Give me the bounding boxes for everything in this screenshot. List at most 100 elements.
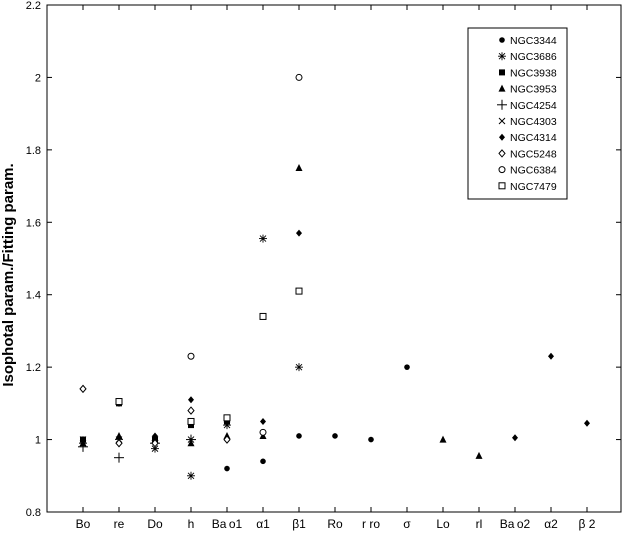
data-point <box>187 471 195 480</box>
plot-frame <box>46 4 622 513</box>
data-point <box>187 406 195 415</box>
x-tick-label: α1 <box>256 517 270 531</box>
series-ngc4314 <box>80 229 590 444</box>
x-tick-label: Lo <box>436 517 450 531</box>
legend-marker <box>499 133 505 141</box>
marker-shape <box>188 396 194 404</box>
marker-shape <box>152 432 158 440</box>
marker-shape <box>223 435 231 444</box>
legend: NGC3344 NGC3686 NGC3938 NGC3953 NGC4254 NGC43… <box>467 27 568 200</box>
marker-shape <box>498 117 506 125</box>
x-tick-label: r ro <box>362 517 380 531</box>
data-point <box>548 352 554 360</box>
legend-label: NGC3686 <box>510 51 557 63</box>
marker-shape <box>187 436 195 443</box>
marker-shape <box>498 52 506 60</box>
marker-shape <box>223 414 231 422</box>
series-ngc6384 <box>187 73 303 436</box>
marker-shape <box>404 364 410 370</box>
legend-box <box>467 27 568 200</box>
data-point <box>79 384 87 394</box>
legend-item: NGC4254 <box>497 99 557 112</box>
legend-item: NGC3344 <box>499 35 557 47</box>
marker-shape <box>259 235 267 242</box>
marker-shape <box>512 434 518 442</box>
marker-shape <box>296 433 302 439</box>
data-marks <box>78 73 590 480</box>
marker-shape <box>260 417 266 425</box>
marker-shape <box>499 37 505 43</box>
y-tick-label: 0.8 <box>26 507 41 519</box>
marker-shape <box>187 472 195 480</box>
x-tick-label: Ba o2 <box>500 517 531 531</box>
legend-marker <box>498 182 506 190</box>
x-tick-label: Do <box>147 517 163 531</box>
marker-shape <box>498 84 506 92</box>
data-point <box>80 436 86 444</box>
series-ngc5248 <box>79 384 231 448</box>
marker-shape <box>548 352 554 360</box>
y-tick-label: 1.6 <box>26 217 41 229</box>
marker-shape <box>296 229 302 237</box>
data-point <box>114 452 124 463</box>
marker-shape <box>332 433 338 439</box>
marker-shape <box>259 428 267 436</box>
x-tick-label: h <box>188 517 195 531</box>
series-ngc7479 <box>115 287 303 425</box>
legend-item: NGC3938 <box>499 67 557 79</box>
data-point <box>259 312 267 320</box>
marker-shape <box>187 417 195 425</box>
legend-marker <box>498 52 506 61</box>
legend-marker <box>499 69 505 76</box>
data-point <box>223 414 231 422</box>
legend-item: NGC7479 <box>498 181 557 193</box>
data-point <box>78 441 88 452</box>
marker-shape <box>499 133 505 141</box>
data-point <box>187 352 195 360</box>
data-point <box>260 417 266 425</box>
marker-shape <box>188 422 194 429</box>
data-point <box>188 396 194 404</box>
x-tick-label: Ro <box>327 517 343 531</box>
legend-marker <box>498 84 506 92</box>
data-point <box>295 363 303 372</box>
series-ngc3953 <box>79 163 483 459</box>
legend-item: NGC4314 <box>499 132 557 144</box>
x-tick-label: Bo <box>76 517 91 531</box>
marker-shape <box>584 419 590 427</box>
marker-shape <box>259 312 267 320</box>
marker-shape <box>295 287 303 295</box>
y-tick-label: 2 <box>35 72 41 84</box>
legend-marker <box>498 149 506 158</box>
marker-shape <box>295 163 303 171</box>
axes: 0.8 1 1.2 1.4 1.6 1.8 2 2.2 Bo re Do h Ba o1 α1 β1 Ro r … <box>26 0 622 531</box>
marker-shape <box>260 458 266 465</box>
data-point <box>187 436 195 443</box>
legend-item: NGC3686 <box>498 51 557 63</box>
data-point <box>475 451 483 459</box>
legend-label: NGC6384 <box>510 165 557 177</box>
y-tick-label: 1 <box>35 435 41 447</box>
legend-label: NGC4254 <box>510 100 557 112</box>
marker-shape <box>498 149 506 158</box>
legend-marker <box>498 166 506 174</box>
marker-shape <box>498 166 506 174</box>
data-point <box>296 433 302 439</box>
series-ngc3344 <box>224 364 410 472</box>
data-point <box>260 458 266 465</box>
marker-shape <box>79 384 87 394</box>
marker-shape <box>475 451 483 459</box>
x-tick-label: α2 <box>544 517 558 531</box>
marker-shape <box>151 438 159 448</box>
legend-label: NGC3953 <box>510 84 557 96</box>
marker-shape <box>115 398 123 406</box>
marker-shape <box>151 445 159 452</box>
legend-label: NGC7479 <box>510 181 557 193</box>
data-point <box>439 435 447 443</box>
legend-item: NGC5248 <box>498 148 557 160</box>
x-tick-label: β1 <box>292 517 306 531</box>
y-tick-label: 1.4 <box>26 290 41 302</box>
marker-shape <box>80 436 86 444</box>
marker-shape <box>368 436 374 443</box>
